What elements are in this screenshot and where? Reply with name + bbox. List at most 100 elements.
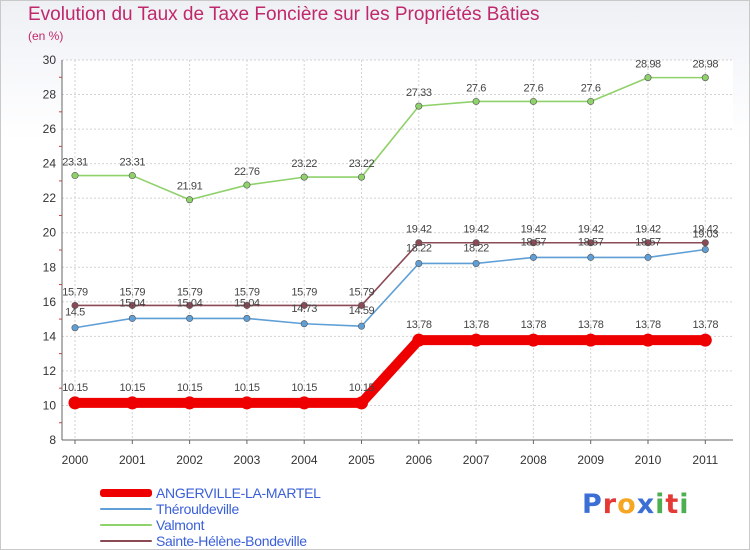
data-point — [529, 97, 537, 105]
x-tick-label: 2008 — [520, 453, 547, 467]
data-label: 27.6 — [581, 82, 601, 94]
data-point — [587, 239, 595, 247]
data-point — [243, 301, 251, 309]
data-point — [529, 253, 537, 261]
data-label: 18.22 — [406, 242, 432, 254]
data-point — [472, 239, 480, 247]
legend-label: ANGERVILLE-LA-MARTEL — [156, 485, 321, 501]
data-label: 10.15 — [177, 382, 203, 394]
data-label: 15.04 — [177, 297, 203, 309]
y-tick-label: 14 — [43, 329, 57, 343]
data-point — [355, 396, 368, 410]
data-label: 15.79 — [177, 286, 203, 298]
data-label: 18.57 — [635, 236, 661, 248]
data-point — [297, 396, 311, 410]
data-label: 18.57 — [578, 236, 604, 248]
plot-area — [62, 60, 733, 440]
data-label: 15.79 — [62, 286, 88, 298]
data-label: 13.78 — [578, 319, 604, 331]
data-label: 13.78 — [406, 319, 432, 331]
data-point — [587, 97, 595, 105]
data-label: 23.31 — [120, 157, 146, 169]
y-tick-label: 28 — [43, 88, 57, 102]
data-point — [186, 196, 194, 204]
data-label: 14.59 — [349, 305, 375, 317]
y-tick-label: 16 — [43, 295, 57, 309]
y-tick-label: 20 — [43, 226, 57, 240]
data-point — [300, 173, 308, 181]
data-point — [68, 396, 82, 410]
data-label: 19.42 — [578, 224, 604, 236]
data-label: 10.15 — [234, 382, 260, 394]
data-point — [644, 239, 652, 247]
data-label: 15.04 — [120, 297, 146, 309]
data-label: 22.76 — [234, 166, 260, 178]
x-tick-label: 2009 — [577, 453, 604, 467]
data-point — [472, 97, 480, 105]
data-label: 19.42 — [406, 224, 432, 236]
legend-label: Thérouldeville — [156, 501, 239, 517]
data-point — [300, 301, 308, 309]
data-point — [701, 245, 709, 253]
legend-swatch — [100, 524, 152, 526]
legend-item: Valmont — [100, 517, 321, 533]
data-label: 15.79 — [234, 286, 260, 298]
y-tick-label: 22 — [43, 191, 57, 205]
data-label: 13.78 — [463, 319, 489, 331]
data-point — [469, 333, 483, 347]
data-point — [128, 301, 136, 309]
x-tick-label: 2001 — [119, 453, 146, 467]
data-point — [644, 253, 652, 261]
legend-swatch — [100, 508, 152, 510]
data-label: 15.79 — [120, 286, 146, 298]
data-point — [240, 396, 254, 410]
data-point — [701, 74, 709, 82]
series-line-3 — [74, 241, 707, 307]
data-label: 27.33 — [406, 87, 432, 99]
data-label: 13.78 — [693, 319, 719, 331]
y-tick-label: 12 — [43, 364, 57, 378]
proxiti-logo: Proxiti — [582, 489, 690, 520]
logo-letter: t — [665, 489, 680, 520]
data-label: 23.31 — [62, 157, 88, 169]
data-label: 10.15 — [349, 382, 375, 394]
data-point — [701, 239, 709, 247]
data-point — [584, 333, 598, 347]
logo-letter: x — [636, 489, 656, 520]
data-label: 15.79 — [291, 286, 317, 298]
x-tick-label: 2003 — [234, 453, 261, 467]
data-label: 19.42 — [635, 224, 661, 236]
data-point — [243, 181, 251, 189]
data-point — [128, 172, 136, 180]
data-label: 13.78 — [521, 319, 547, 331]
logo-letter: P — [582, 489, 603, 520]
data-point — [641, 333, 655, 347]
y-tick-label: 18 — [43, 260, 57, 274]
data-label: 23.22 — [291, 158, 317, 170]
data-label: 14.73 — [291, 303, 317, 315]
x-tick-label: 2006 — [405, 453, 432, 467]
data-point — [587, 253, 595, 261]
data-point — [412, 333, 426, 347]
x-tick-label: 2002 — [176, 453, 203, 467]
data-point — [357, 301, 365, 309]
data-label: 10.15 — [120, 382, 146, 394]
logo-letter: i — [679, 489, 690, 520]
data-point — [357, 173, 365, 181]
data-label: 19.42 — [521, 224, 547, 236]
data-point — [125, 396, 139, 410]
legend-item: Thérouldeville — [100, 501, 321, 517]
data-point — [300, 320, 308, 328]
data-label: 15.04 — [234, 297, 260, 309]
data-point — [698, 333, 712, 347]
legend-item: ANGERVILLE-LA-MARTEL — [100, 485, 321, 501]
data-label: 18.57 — [521, 236, 547, 248]
data-label: 14.5 — [65, 307, 85, 319]
data-label: 10.15 — [62, 382, 88, 394]
x-tick-label: 2004 — [291, 453, 318, 467]
data-point — [415, 239, 423, 247]
data-label: 28.98 — [635, 59, 661, 71]
data-point — [644, 74, 652, 82]
data-label: 15.79 — [349, 286, 375, 298]
